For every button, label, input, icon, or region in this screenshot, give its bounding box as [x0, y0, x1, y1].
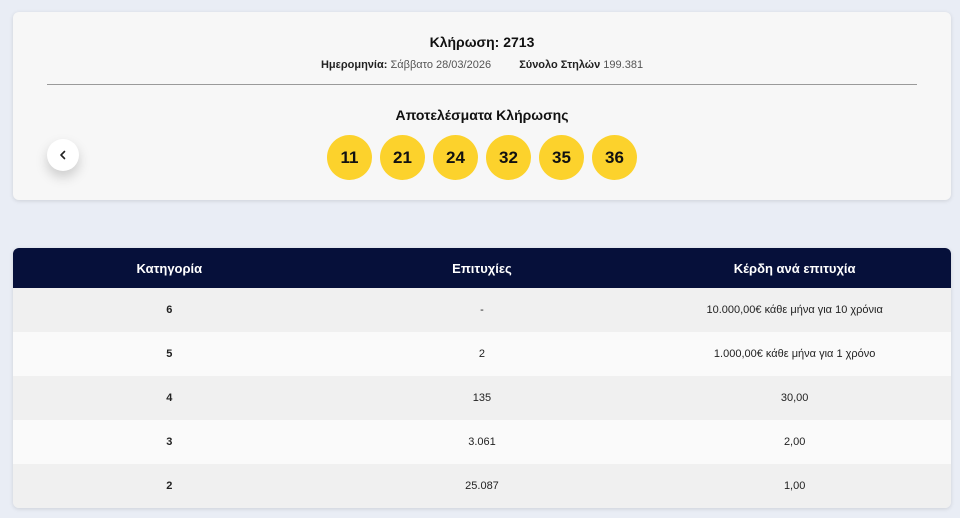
table-row: 3 3.061 2,00 [13, 420, 951, 464]
prize-cell: 30,00 [780, 392, 809, 404]
table-row: 6 - 10.000,00€ κάθε μήνα για 10 χρόνια [13, 288, 951, 332]
date-label: Ημερομηνία: [320, 59, 388, 71]
table-row: 5 2 1.000,00€ κάθε μήνα για 1 χρόνο [13, 332, 951, 376]
date-value: Σάββατο 28/03/2026 [390, 59, 492, 71]
total-columns-label: Σύνολο Στηλών [519, 59, 601, 71]
divider [47, 84, 917, 85]
prize-cell: 10.000,00€ κάθε μήνα για 10 χρόνια [706, 304, 883, 316]
total-columns-value: 199.381 [603, 59, 644, 71]
prize-cell: 2,00 [783, 436, 806, 448]
table-row: 4 135 30,00 [13, 376, 951, 420]
category-cell: 6 [166, 304, 173, 316]
prize-table: Κατηγορία Επιτυχίες Κέρδη ανά επιτυχία 6… [13, 248, 951, 508]
previous-draw-button[interactable] [47, 139, 79, 171]
number-ball: 21 [380, 135, 425, 180]
prize-cell: 1,00 [783, 480, 806, 492]
header-winners: Επιτυχίες [452, 260, 512, 276]
category-cell: 5 [166, 348, 173, 360]
category-cell: 4 [166, 392, 173, 404]
table-header-row: Κατηγορία Επιτυχίες Κέρδη ανά επιτυχία [13, 248, 951, 288]
number-ball: 11 [327, 135, 372, 180]
draw-title: Κλήρωση: 2713 [429, 34, 535, 50]
chevron-left-icon [60, 150, 66, 160]
table-row: 2 25.087 1,00 [13, 464, 951, 508]
winners-cell: - [480, 304, 484, 316]
winners-cell: 135 [472, 392, 492, 404]
draw-meta: Ημερομηνία: Σάββατο 28/03/2026 Σύνολο Στ… [13, 59, 951, 71]
prize-cell: 1.000,00€ κάθε μήνα για 1 χρόνο [713, 348, 876, 360]
category-cell: 3 [166, 436, 173, 448]
winning-numbers: 11 21 24 32 35 36 [13, 135, 951, 181]
number-ball: 36 [592, 135, 637, 180]
header-prize: Κέρδη ανά επιτυχία [733, 260, 856, 276]
results-title: Αποτελέσματα Κλήρωσης [395, 107, 569, 123]
number-ball: 32 [486, 135, 531, 180]
draw-card: Κλήρωση: 2713 Ημερομηνία: Σάββατο 28/03/… [13, 12, 951, 200]
winners-cell: 25.087 [465, 480, 499, 492]
winners-cell: 3.061 [468, 436, 496, 448]
number-ball: 24 [433, 135, 478, 180]
number-ball: 35 [539, 135, 584, 180]
winners-cell: 2 [478, 348, 486, 360]
category-cell: 2 [166, 480, 173, 492]
header-category: Κατηγορία [136, 260, 203, 276]
